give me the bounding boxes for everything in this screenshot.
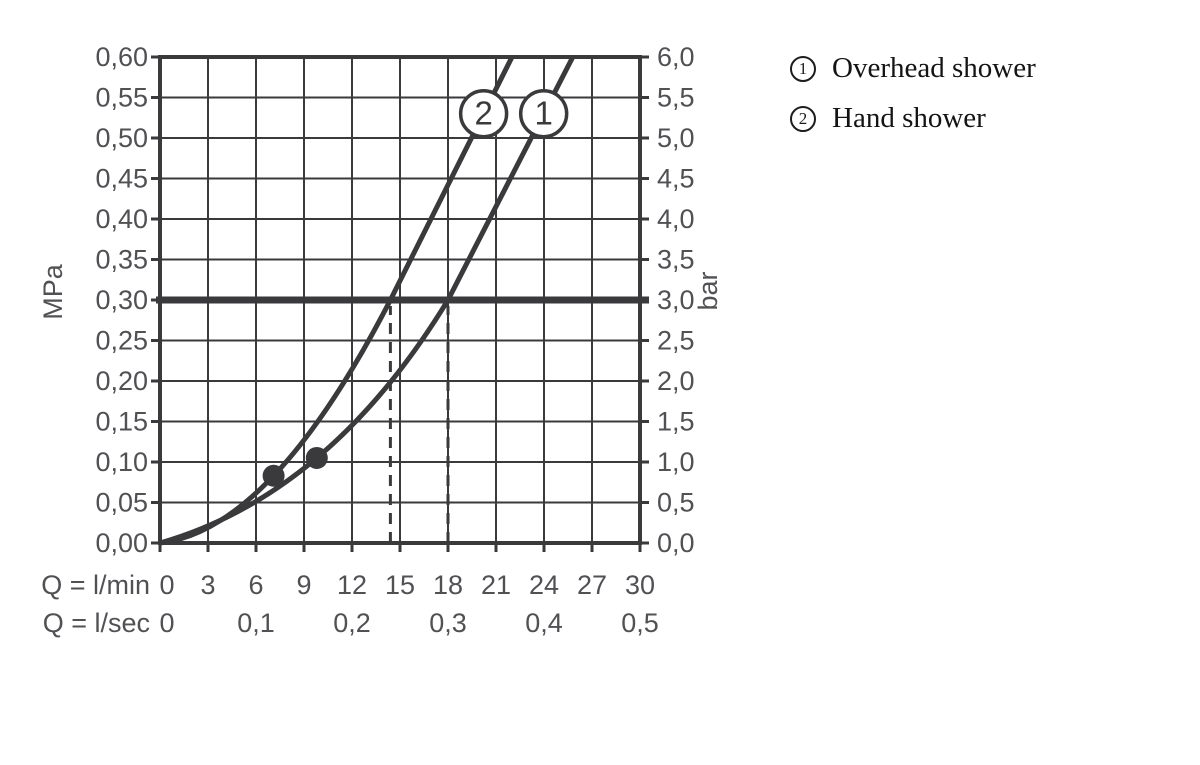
y-right-tick-label: 6,0 [657,42,695,72]
x-axis-lmin-label: Q = l/min [41,570,150,600]
y-left-tick-label: 0,00 [95,528,148,558]
y-axis-mpa-label: MPa [38,263,68,320]
x-lmin-tick-label: 21 [481,570,511,600]
x-lsec-tick-label: 0,3 [429,608,467,638]
x-lmin-tick-label: 15 [385,570,415,600]
y-left-tick-label: 0,35 [95,245,148,275]
y-left-tick-label: 0,40 [95,204,148,234]
x-lmin-tick-label: 27 [577,570,607,600]
x-axis-lsec-label: Q = l/sec [43,608,150,638]
flow-pressure-chart: 1 2 0,60 6,0 0,55 5,5 0,50 5,0 0,45 4,5 0,40 4,0 0,3… [38,42,723,638]
curve-marker-2: 2 [458,88,509,139]
x-lsec-tick-label: 0 [159,608,174,638]
legend-marker-1-icon: 1 [790,55,816,82]
y-right-tick-label: 1,0 [657,447,695,477]
y-right-tick-label: 2,0 [657,366,695,396]
y-axis-bar-label: bar [693,271,723,310]
y-right-tick-label: 3,0 [657,285,695,315]
legend-item-hand-shower: 2 Hand shower [790,102,1036,135]
x-lmin-tick-label: 9 [296,570,311,600]
y-right-tick-label: 5,0 [657,123,695,153]
x-lmin-tick-label: 24 [529,570,559,600]
y-left-tick-label: 0,05 [95,488,148,518]
y-right-tick-label: 4,5 [657,164,695,194]
x-lmin-tick-label: 6 [248,570,263,600]
y-right-tick-label: 4,0 [657,204,695,234]
legend-item-overhead-shower: 1 Overhead shower [790,52,1036,85]
x-lsec-tick-label: 0,2 [333,608,371,638]
x-lmin-tick-label: 12 [337,570,367,600]
y-right-tick-label: 2,5 [657,326,695,356]
y-left-tick-label: 0,20 [95,366,148,396]
operating-point-dot [305,446,328,469]
y-left-tick-label: 0,25 [95,326,148,356]
x-lsec-tick-label: 0,1 [237,608,275,638]
svg-text:1: 1 [535,95,553,132]
svg-text:2: 2 [474,95,492,132]
y-right-tick-label: 1,5 [657,407,695,437]
y-left-tick-label: 0,50 [95,123,148,153]
legend-label-overhead-shower: Overhead shower [832,52,1036,84]
y-right-tick-label: 0,5 [657,488,695,518]
legend: 1 Overhead shower 2 Hand shower [790,52,1036,152]
x-lsec-tick-label: 0,5 [621,608,659,638]
y-right-tick-label: 5,5 [657,83,695,113]
y-left-tick-label: 0,10 [95,447,148,477]
x-lsec-tick-label: 0,4 [525,608,563,638]
y-right-tick-label: 3,5 [657,245,695,275]
x-lmin-tick-label: 3 [200,570,215,600]
y-left-tick-label: 0,60 [95,42,148,72]
chart-canvas: 120,60 6,00,55 5,50,50 5,00,45 4,50,40 4,00,3… [38,42,723,638]
y-left-tick-label: 0,30 [95,285,148,315]
legend-marker-2-icon: 2 [790,105,816,132]
dashed-guides [388,306,450,543]
curve-marker-1: 1 [518,88,569,139]
legend-label-hand-shower: Hand shower [832,102,986,134]
y-left-tick-label: 0,15 [95,407,148,437]
operating-point-dot [262,464,285,487]
grid [151,55,649,552]
y-right-tick-label: 0,0 [657,528,695,558]
y-left-tick-label: 0,45 [95,164,148,194]
x-lmin-tick-label: 30 [625,570,655,600]
x-lmin-tick-label: 18 [433,570,463,600]
y-left-tick-label: 0,55 [95,83,148,113]
axis-labels: 0,60 6,00,55 5,50,50 5,00,45 4,50,40 4,00,35 3… [38,42,723,638]
x-lmin-tick-label: 0 [159,570,174,600]
